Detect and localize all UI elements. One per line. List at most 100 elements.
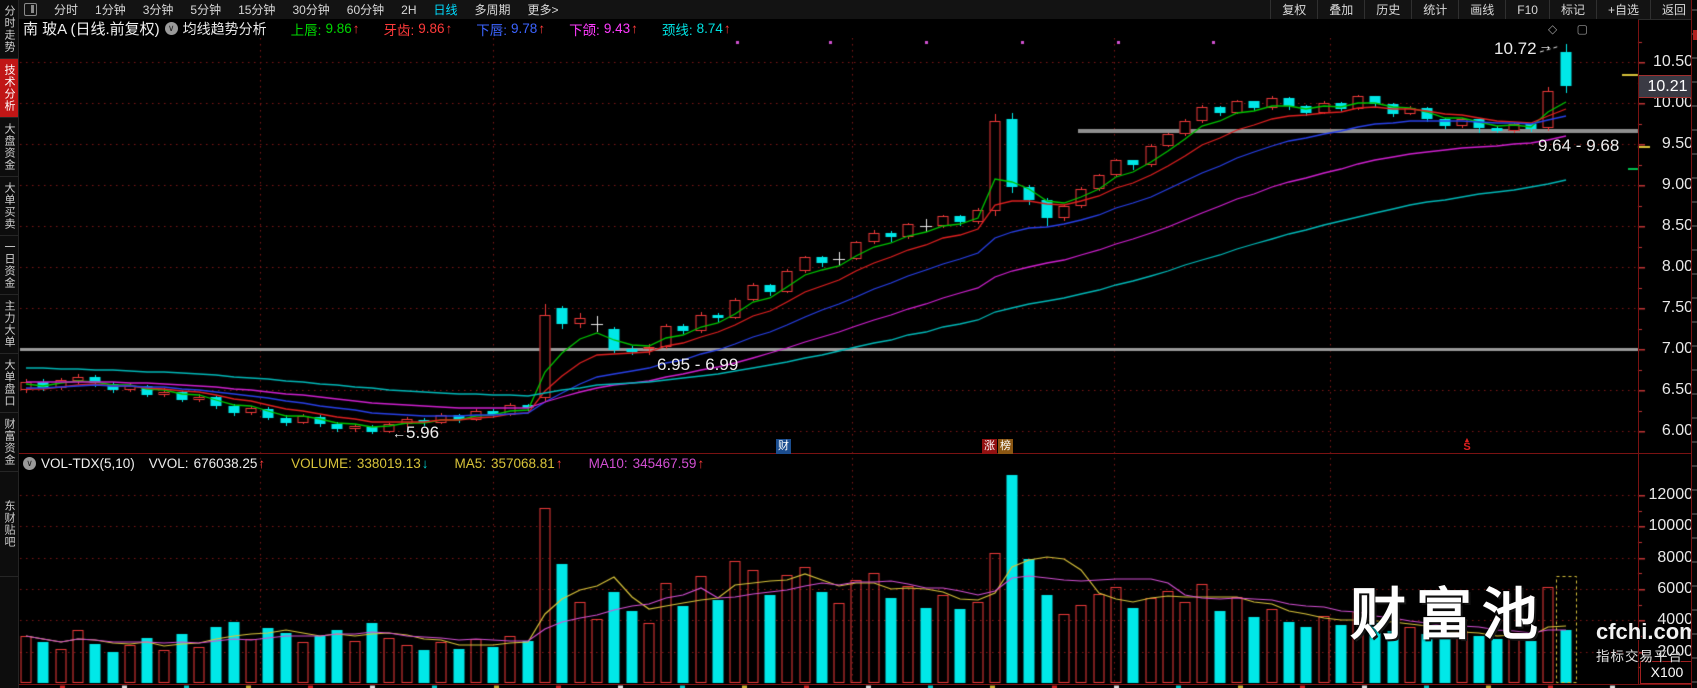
timeframe-多周期[interactable]: 多周期 xyxy=(474,3,511,17)
dividend-marker[interactable]: ▲ S xyxy=(1460,437,1474,453)
sidebar-item-分时走势[interactable]: 分时走势 xyxy=(0,0,18,59)
toolbar-button-复权[interactable]: 复权 xyxy=(1270,0,1317,19)
watermark-domain: cfchi.com xyxy=(1596,619,1697,644)
volume-field-label: MA5: xyxy=(454,456,486,471)
volume-tick-2000: 2000 xyxy=(1657,643,1693,660)
price-tick-7.50: 7.50 xyxy=(1661,299,1693,316)
sidebar-item-东财贴吧[interactable]: 东财贴吧 xyxy=(0,472,18,577)
timeframe-2H[interactable]: 2H xyxy=(401,2,417,17)
arrow-icon: ↑ xyxy=(555,456,563,471)
price-tick-10.00: 10.00 xyxy=(1652,94,1693,111)
chart-header: 南 玻A (日线.前复权) ∨ 均线趋势分析 上唇: 9.86 ↑ 牙齿: 9.86 ↑ 下… xyxy=(18,19,1638,38)
toolbar-button-历史[interactable]: 历史 xyxy=(1364,0,1411,19)
sidebar-item-技术分析[interactable]: 技术分析 xyxy=(0,59,18,118)
watermark-brand: 财富池 xyxy=(1350,583,1548,646)
sidebar-item-大盘资金[interactable]: 大盘资金 xyxy=(0,118,18,177)
toolbar-right-buttons: 复权 叠加 历史 统计 画线 F10 标记 +自选 返回 xyxy=(1270,0,1697,19)
collapse-circle-icon[interactable]: ∨ xyxy=(23,457,36,470)
price-tick-10.50: 10.50 xyxy=(1652,53,1693,70)
volume-field-label: MA10: xyxy=(588,456,628,471)
volume-field-number: 676038.25 xyxy=(193,456,258,471)
price-tick-8.50: 8.50 xyxy=(1661,217,1693,234)
volume-field-3: MA10: 345467.59 ↑ xyxy=(589,456,705,471)
annotation-high: 10.72 → xyxy=(1494,37,1553,58)
volume-tick-4000: 4000 xyxy=(1657,611,1693,628)
collapse-circle-icon[interactable]: ∨ xyxy=(164,22,178,35)
price-tick-9.00: 9.00 xyxy=(1661,176,1693,193)
timeframe-60分钟[interactable]: 60分钟 xyxy=(346,3,385,17)
toolbar-button-统计[interactable]: 统计 xyxy=(1411,0,1458,19)
arrow-left-icon: ← xyxy=(392,425,406,441)
sidebar-item-大单买卖[interactable]: 大单买卖 xyxy=(0,177,18,236)
indicator-value-2: 下唇: 9.78 ↑ xyxy=(476,19,545,39)
volume-tick-8000: 8000 xyxy=(1657,549,1693,566)
sidebar-item-财富资金[interactable]: 财富资金 xyxy=(0,413,18,472)
current-price-tag: 10.21 xyxy=(1639,75,1696,98)
indicator-number: 8.74 xyxy=(696,21,723,36)
toolbar-button-画线[interactable]: 画线 xyxy=(1458,0,1505,19)
left-sidebar: 分时走势 技术分析 大盘资金 大单买卖 一日资金 主力大单 大单盘口 财富资金 东财贴吧 xyxy=(0,0,19,688)
event-badge-涨[interactable]: 涨 xyxy=(982,439,997,454)
timeframe-分时[interactable]: 分时 xyxy=(54,3,79,17)
volume-tick-10000: 10000 xyxy=(1648,517,1694,534)
timeframe-更多>[interactable]: 更多> xyxy=(527,3,559,17)
timeframe-15分钟[interactable]: 15分钟 xyxy=(238,3,276,17)
volume-field-number: 357068.81 xyxy=(491,456,555,471)
split-screen-icon[interactable] xyxy=(24,3,37,16)
arrow-up-icon: ↑ xyxy=(352,21,360,36)
volume-field-label: VOLUME: xyxy=(291,456,352,471)
indicator-value-3: 下颌: 9.43 ↑ xyxy=(569,19,638,39)
indicator-title[interactable]: 均线趋势分析 xyxy=(182,20,267,37)
volume-field-number: 345467.59 xyxy=(632,456,697,471)
arrow-up-icon: ↑ xyxy=(723,21,731,36)
indicator-legend: 上唇: 9.86 ↑ 牙齿: 9.86 ↑ 下唇: 9.78 ↑ 下颌: 9.43 ↑ 颈线: 8.74 ↑ xyxy=(267,19,731,39)
indicator-label: 颈线: xyxy=(661,22,693,38)
indicator-number: 9.86 xyxy=(325,21,352,36)
price-tick-6.50: 6.50 xyxy=(1661,381,1693,398)
volume-legend: VVOL: 676038.25 ↑ VOLUME: 338019.13 ↓ MA5: 3570… xyxy=(149,456,730,471)
timeframe-日线[interactable]: 日线 xyxy=(433,3,458,17)
toolbar-button-叠加[interactable]: 叠加 xyxy=(1317,0,1364,19)
annotation-support-zone: 9.64 - 9.68 xyxy=(1538,136,1620,155)
toolbar-button-F10[interactable]: F10 xyxy=(1505,0,1549,19)
pane-separator-line xyxy=(18,453,1697,454)
volume-field-1: VOLUME: 338019.13 ↓ xyxy=(291,456,428,471)
annotation-mid-zone: 6.95 - 6.99 xyxy=(657,355,739,374)
indicator-number: 9.78 xyxy=(511,21,538,36)
volume-tick-12000: 12000 xyxy=(1648,486,1694,503)
symbol-title: 南 玻A (日线.前复权) xyxy=(23,21,160,38)
price-tick-7.00: 7.00 xyxy=(1661,340,1693,357)
chart-corner-icons[interactable]: ◇ ▢ xyxy=(1548,22,1596,36)
arrow-up-icon: ↑ xyxy=(631,21,638,36)
event-badge-榜[interactable]: 榜 xyxy=(998,439,1013,454)
indicator-label: 上唇: xyxy=(290,22,322,38)
volume-tick-6000: 6000 xyxy=(1657,580,1693,597)
volume-indicator-name[interactable]: VOL-TDX(5,10) xyxy=(41,456,135,471)
price-axis-line xyxy=(1638,19,1639,684)
timeframe-30分钟[interactable]: 30分钟 xyxy=(292,3,330,17)
arrow-icon: ↑ xyxy=(697,456,705,471)
timeframe-3分钟[interactable]: 3分钟 xyxy=(142,3,174,17)
price-tick-6.00: 6.00 xyxy=(1661,422,1693,439)
toolbar-button-返回[interactable]: 返回 xyxy=(1649,0,1697,19)
timeframe-5分钟[interactable]: 5分钟 xyxy=(190,3,222,17)
volume-unit-box: X100 xyxy=(1640,661,1694,684)
indicator-number: 9.43 xyxy=(603,21,631,36)
indicator-label: 下颌: xyxy=(569,22,600,38)
volume-field-0: VVOL: 676038.25 ↑ xyxy=(149,456,265,471)
event-badge-财[interactable]: 财 xyxy=(776,439,791,454)
volume-header: ∨ VOL-TDX(5,10) VVOL: 676038.25 ↑ VOLUME: 33… xyxy=(18,455,1638,472)
arrow-up-icon: ↑ xyxy=(445,21,453,36)
sidebar-item-主力大单[interactable]: 主力大单 xyxy=(0,295,18,354)
sidebar-item-一日资金[interactable]: 一日资金 xyxy=(0,236,18,295)
timeframe-row: 分时 1分钟 3分钟 5分钟 15分钟 30分钟 60分钟 2H 日线 多周期 更多> xyxy=(24,1,559,18)
timeframe-1分钟[interactable]: 1分钟 xyxy=(95,3,126,17)
sidebar-item-大单盘口[interactable]: 大单盘口 xyxy=(0,354,18,413)
volume-field-number: 338019.13 xyxy=(356,456,421,471)
toolbar-button-标记[interactable]: 标记 xyxy=(1548,0,1596,19)
arrow-up-icon: ↑ xyxy=(538,21,546,36)
toolbar-button-+自选[interactable]: +自选 xyxy=(1595,0,1650,19)
arrow-right-icon: → xyxy=(1538,37,1553,53)
